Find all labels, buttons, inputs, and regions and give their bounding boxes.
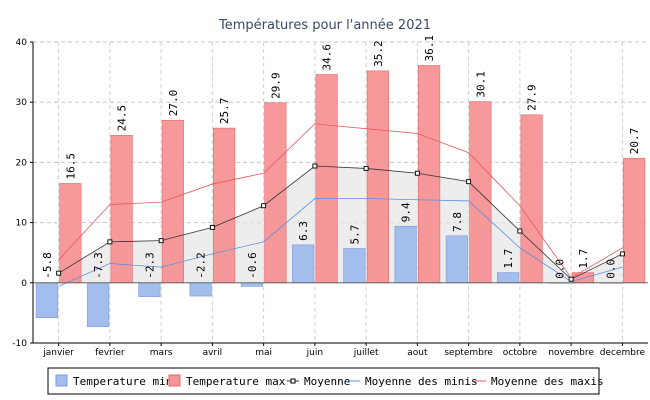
- legend-moyenne-marker: [290, 378, 296, 384]
- bar-max: [469, 101, 492, 284]
- legend-temperature-max-swatch: [168, 374, 181, 387]
- label-max: 27.0: [167, 90, 180, 117]
- label-min: 1.7: [502, 249, 515, 269]
- line-moyenne: [58, 165, 623, 280]
- bar-min: [497, 272, 520, 284]
- label-max: 35.2: [372, 40, 385, 67]
- marker-moyenne: [517, 228, 523, 234]
- marker-moyenne: [414, 170, 420, 176]
- x-tick-label: septembre: [444, 348, 493, 358]
- label-min: 6.3: [297, 221, 310, 241]
- marker-moyenne: [466, 179, 472, 185]
- bar-max: [59, 183, 82, 284]
- marker-moyenne: [363, 165, 369, 171]
- x-tick-label: fevrier: [95, 348, 125, 358]
- label-max: 36.1: [423, 35, 436, 62]
- bar-max: [213, 127, 236, 284]
- bar-max: [315, 74, 338, 284]
- label-max: 30.1: [474, 71, 487, 98]
- legend-box: [47, 367, 600, 395]
- bar-min: [35, 282, 58, 319]
- legend-temperature-min-label: Temperature min: [73, 375, 172, 388]
- y-tick-label: 0: [21, 279, 27, 289]
- y-tick-label: 20: [16, 158, 28, 168]
- bar-max: [520, 114, 543, 284]
- legend: Temperature min Temperature max Moyenne Moy…: [47, 367, 604, 395]
- legend-temperature-max-label: Temperature max: [186, 375, 286, 388]
- label-max: 20.7: [628, 128, 641, 155]
- bar-min: [292, 244, 315, 284]
- legend-temperature-min-swatch: [55, 374, 68, 387]
- bar-max: [571, 272, 594, 284]
- label-max: 34.6: [321, 44, 334, 71]
- label-min: -7.3: [92, 252, 105, 279]
- label-min: 9.4: [400, 202, 413, 222]
- axes: -10 0 10 20 30 40 janvier fevrier mars avril mai ju…: [12, 38, 648, 358]
- x-tick-label: mai: [255, 348, 272, 358]
- label-max: 16.5: [64, 153, 77, 180]
- legend-moyenne-label: Moyenne: [304, 375, 350, 388]
- data-labels: -5.8 16.5 -7.3 24.5 -2.3 27.0 -2.2 25.7 -0.6 29.9…: [41, 35, 641, 279]
- legend-moyenne-maxis-label: Moyenne des maxis: [491, 375, 604, 388]
- marker-moyenne: [568, 276, 574, 282]
- label-min: -5.8: [41, 252, 54, 279]
- label-max: 25.7: [218, 98, 231, 125]
- x-tick-label: decembre: [600, 348, 646, 358]
- x-tick-label: janvier: [42, 348, 74, 358]
- y-tick-label: 30: [16, 98, 28, 108]
- bars: [35, 65, 646, 328]
- bar-min: [343, 248, 366, 284]
- label-max: 1.7: [577, 249, 590, 269]
- x-tick-label: aout: [407, 348, 428, 358]
- bar-min: [394, 225, 417, 284]
- marker-moyenne: [619, 251, 625, 257]
- marker-moyenne: [158, 238, 164, 244]
- bar-max: [161, 119, 184, 284]
- y-tick-label: 10: [16, 219, 28, 229]
- label-max: 29.9: [269, 72, 282, 99]
- marker-moyenne: [107, 239, 113, 245]
- bar-max: [623, 157, 646, 284]
- chart-title: Températures pour l'année 2021: [218, 18, 431, 33]
- bar-min: [445, 235, 468, 284]
- marker-moyenne: [209, 224, 215, 230]
- label-min: 7.8: [451, 212, 464, 232]
- label-min: -0.6: [246, 252, 259, 278]
- label-max: 24.5: [116, 105, 129, 132]
- x-tick-label: novembre: [548, 348, 594, 358]
- line-moyenne-minis: [58, 198, 623, 287]
- label-min: -2.2: [195, 252, 208, 279]
- bar-min: [189, 282, 212, 297]
- x-tick-label: octobre: [503, 348, 538, 358]
- bar-min: [240, 282, 263, 287]
- y-tick-label: 40: [16, 38, 28, 48]
- label-max: 27.9: [526, 84, 539, 111]
- y-tick-label: -10: [12, 339, 27, 349]
- x-tick-label: juillet: [353, 348, 379, 358]
- series-lines: [56, 123, 625, 287]
- x-tick-label: avril: [203, 348, 223, 358]
- marker-moyenne: [56, 270, 62, 276]
- x-tick-label: mars: [150, 348, 173, 358]
- bar-max: [264, 102, 287, 284]
- bar-min: [138, 282, 161, 297]
- label-min: 5.7: [348, 225, 361, 245]
- marker-moyenne: [312, 163, 318, 169]
- marker-moyenne: [261, 203, 267, 209]
- label-min: -2.3: [143, 252, 156, 279]
- bar-max: [366, 70, 389, 284]
- label-min: 0.0: [553, 259, 566, 279]
- bar-min: [87, 282, 110, 328]
- legend-moyenne-minis-label: Moyenne des minis: [365, 375, 478, 388]
- x-tick-label: juin: [306, 348, 323, 358]
- line-moyenne-maxis: [58, 123, 623, 279]
- bar-max: [110, 135, 133, 284]
- label-min: 0.0: [605, 259, 618, 279]
